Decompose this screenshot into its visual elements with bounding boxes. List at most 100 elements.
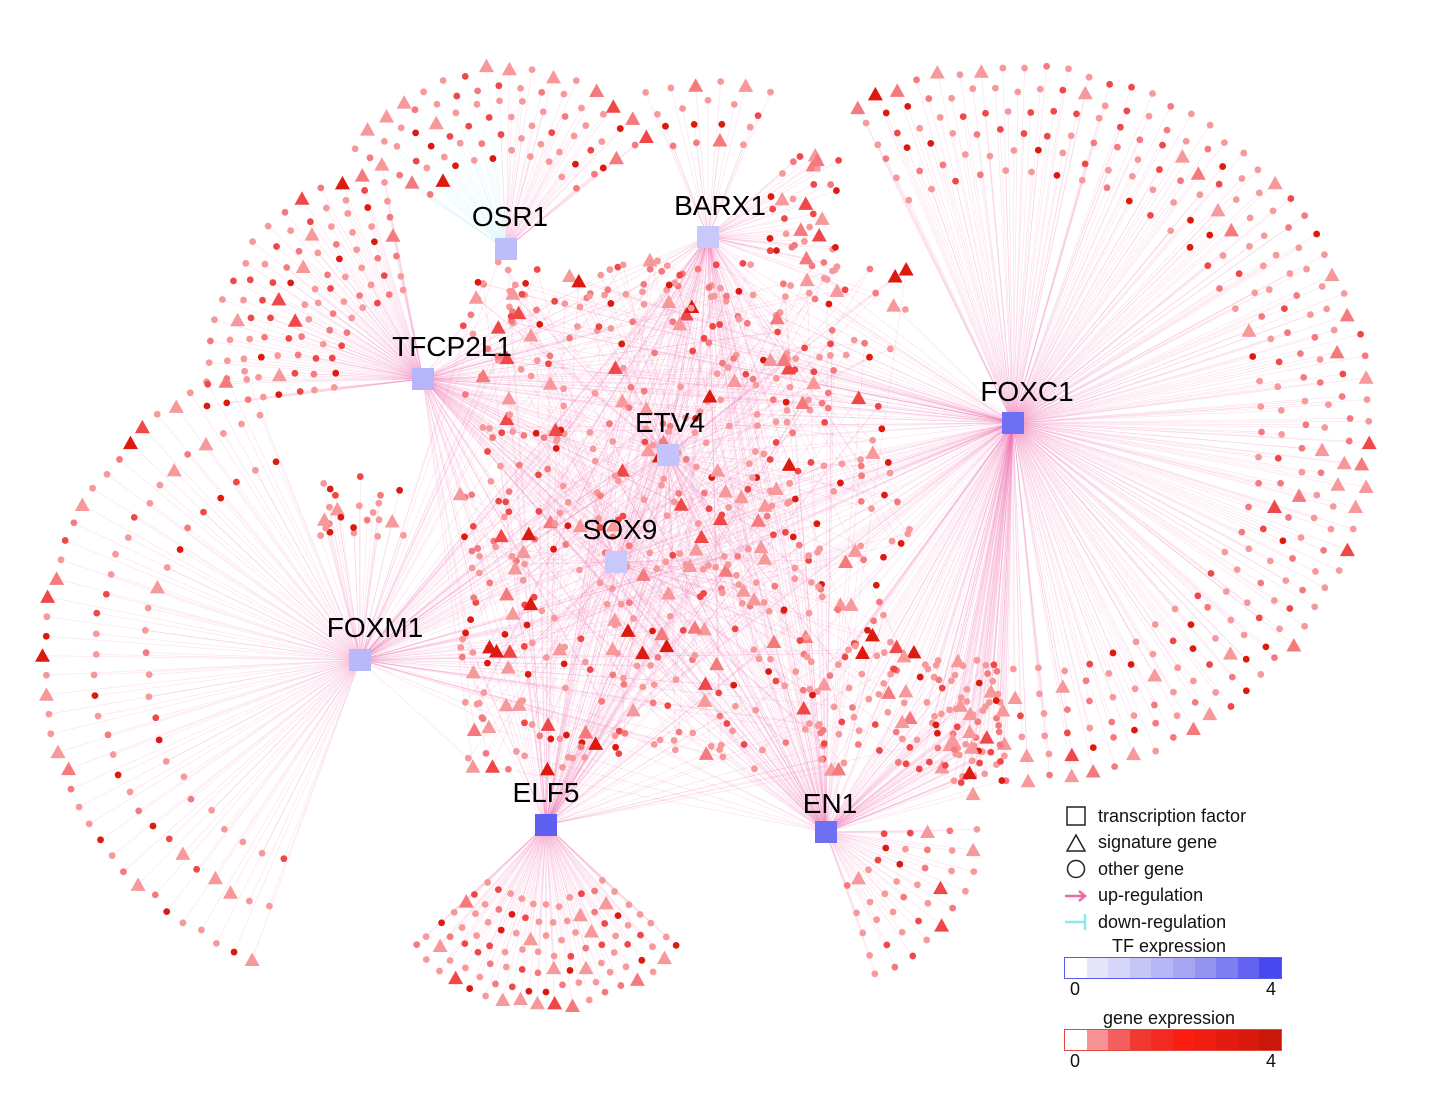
regulation-edge [615, 478, 664, 563]
regulation-edge [1012, 422, 1295, 646]
regulation-edge [459, 143, 507, 250]
other-gene-node [712, 261, 720, 269]
other-gene-node [508, 552, 516, 560]
regulation-edge [657, 114, 709, 238]
other-gene-node [649, 968, 657, 976]
other-gene-node [473, 100, 481, 108]
regulation-edge [1012, 422, 1345, 464]
regulation-edge [545, 824, 616, 937]
signature-gene-node [809, 152, 825, 167]
regulation-edge [422, 378, 787, 743]
regulation-edge [707, 236, 755, 650]
regulation-edge [359, 432, 591, 661]
other-gene-node [893, 878, 901, 885]
other-gene-node [690, 121, 698, 128]
other-gene-node [592, 978, 600, 986]
regulation-edge [679, 422, 1014, 554]
regulation-edge [361, 175, 424, 380]
regulation-edge [359, 659, 706, 685]
regulation-edge [442, 80, 507, 250]
regulation-edge [545, 824, 628, 945]
signature-gene-node [793, 222, 809, 236]
other-gene-node [156, 481, 164, 489]
other-gene-node [204, 380, 212, 388]
regulation-edge [907, 106, 1014, 424]
regulation-edge [324, 519, 361, 661]
regulation-edge [825, 831, 906, 850]
other-gene-node [696, 408, 704, 416]
signature-gene-node [625, 111, 641, 125]
other-gene-node [1245, 503, 1252, 511]
regulation-edge [442, 180, 507, 250]
other-gene-node [807, 658, 815, 666]
other-gene-node [184, 524, 192, 532]
other-gene-node [1191, 698, 1199, 706]
signature-gene-node [962, 706, 978, 721]
other-gene-node [326, 503, 333, 511]
regulation-edge [1012, 210, 1219, 424]
other-gene-node [948, 677, 955, 685]
signature-gene-node [521, 526, 537, 541]
regulation-edge [525, 283, 1014, 424]
signature-gene-node [864, 627, 880, 642]
regulation-edge [707, 236, 898, 503]
other-gene-node [374, 254, 382, 262]
signature-gene-node [482, 639, 498, 654]
other-gene-node [519, 946, 526, 953]
other-gene-node [857, 497, 865, 505]
regulation-edge [757, 414, 1014, 424]
regulation-edge [402, 289, 424, 380]
regulation-edge [1012, 422, 1317, 496]
regulation-edge [359, 271, 662, 661]
other-gene-node [671, 746, 679, 754]
regulation-edge [1012, 91, 1019, 424]
other-gene-node [582, 122, 590, 129]
other-gene-node [760, 356, 767, 364]
signature-gene-node [896, 648, 912, 663]
other-gene-node [649, 441, 657, 449]
other-gene-node [1169, 688, 1177, 696]
regulation-edge [545, 758, 824, 826]
regulation-edge [152, 659, 361, 827]
regulation-edge [707, 165, 814, 238]
regulation-edge [615, 463, 843, 563]
regulation-edge [545, 406, 879, 826]
other-gene-node [603, 600, 611, 608]
regulation-edge [763, 359, 1014, 424]
other-gene-node [1106, 80, 1114, 88]
other-gene-node [669, 551, 677, 559]
regulation-edge [667, 439, 873, 456]
regulation-edge [825, 343, 865, 833]
other-gene-node [258, 849, 266, 857]
regulation-edge [1012, 422, 1194, 682]
regulation-edge [311, 234, 424, 380]
regulation-edge [489, 422, 1014, 648]
regulation-edge [725, 300, 827, 833]
other-gene-node [1149, 90, 1156, 97]
regulation-edge [707, 236, 777, 316]
regulation-edge [441, 824, 547, 924]
regulation-edge [521, 824, 547, 899]
other-gene-node [753, 579, 760, 587]
regulation-edge [505, 157, 617, 250]
regulation-edge [359, 309, 537, 661]
regulation-edge [825, 749, 955, 833]
regulation-edge [504, 634, 547, 826]
signature-gene-node [776, 352, 792, 367]
regulation-edge [937, 422, 1014, 749]
regulation-edge [995, 88, 1014, 424]
other-gene-node [1150, 701, 1158, 709]
regulation-edge [512, 293, 827, 833]
other-gene-node [1257, 403, 1265, 411]
other-gene-node [792, 668, 800, 675]
regulation-edge [359, 295, 424, 380]
other-gene-node [882, 844, 890, 852]
colorbar-step [1108, 1029, 1130, 1050]
other-gene-node [624, 940, 632, 948]
regulation-edge [545, 684, 734, 826]
regulation-edge [545, 477, 753, 826]
regulation-edge [422, 378, 610, 425]
regulation-edge [46, 659, 361, 696]
other-gene-node [892, 728, 900, 736]
regulation-edge [606, 236, 709, 605]
